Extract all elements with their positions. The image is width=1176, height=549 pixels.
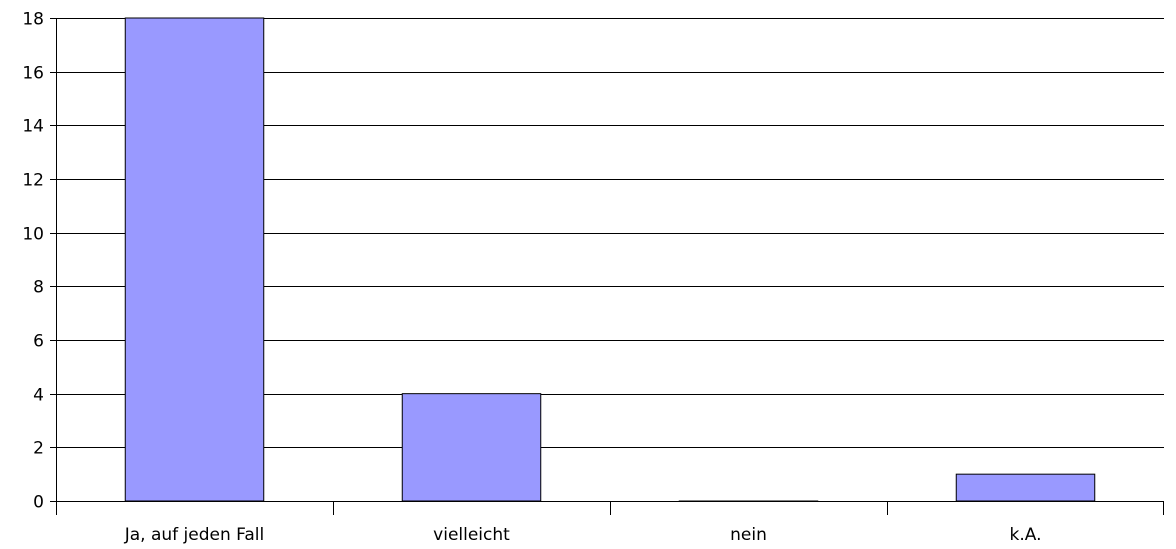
x-tick-label: vielleicht	[433, 525, 510, 545]
y-tick-label: 14	[22, 117, 44, 137]
x-axis-ticks: Ja, auf jeden Fall vielleicht nein k.A.	[56, 501, 1164, 545]
y-tick-label: 6	[33, 332, 44, 352]
bar-2	[401, 393, 542, 502]
y-axis-ticks: 0 2 4 6 8 10 12 14 16 18	[22, 10, 56, 513]
y-tick-label: 10	[22, 225, 44, 245]
y-tick-label: 4	[33, 386, 44, 406]
x-tick-label: Ja, auf jeden Fall	[124, 525, 265, 545]
y-tick-label: 16	[22, 64, 44, 84]
y-tick-label: 2	[33, 439, 44, 459]
bars	[124, 17, 1096, 502]
x-tick-label: nein	[730, 525, 767, 545]
y-tick-label: 12	[22, 171, 44, 191]
x-tick-label: k.A.	[1010, 525, 1042, 545]
bar-1	[124, 17, 265, 502]
y-tick-label: 0	[33, 493, 44, 513]
y-tick-label: 18	[22, 10, 44, 30]
y-tick-label: 8	[33, 278, 44, 298]
bar-4	[955, 473, 1096, 502]
